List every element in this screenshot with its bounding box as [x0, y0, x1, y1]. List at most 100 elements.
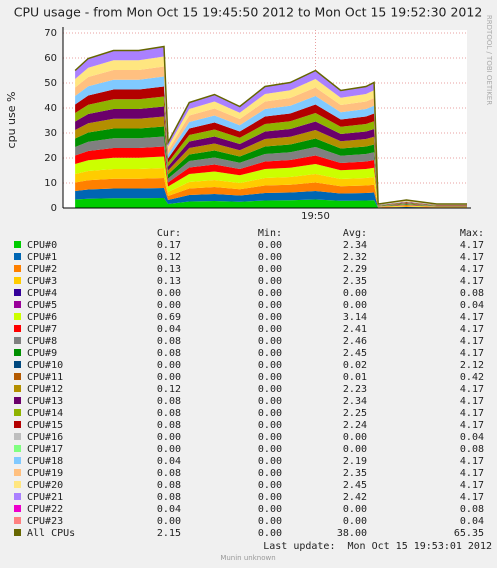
legend-value: 0.04	[460, 432, 484, 443]
legend-swatch	[14, 433, 21, 440]
legend-value: 0.02	[343, 360, 367, 371]
legend-swatch	[14, 361, 21, 368]
legend-label: CPU#7	[27, 324, 57, 335]
legend-value: 0.12	[157, 384, 181, 395]
legend-value: 4.17	[460, 348, 484, 359]
legend-value: 2.34	[343, 396, 367, 407]
legend-value: 2.19	[343, 456, 367, 467]
legend-label: CPU#15	[27, 420, 63, 431]
legend-value: 0.00	[258, 516, 282, 527]
legend-value: 4.17	[460, 312, 484, 323]
legend-label: CPU#13	[27, 396, 63, 407]
legend-label: CPU#2	[27, 264, 57, 275]
legend-swatch	[14, 493, 21, 500]
legend-value: 2.45	[343, 348, 367, 359]
legend-swatch	[14, 277, 21, 284]
legend-value: 0.04	[157, 456, 181, 467]
legend-value: 0.00	[258, 420, 282, 431]
legend-value: 2.12	[460, 360, 484, 371]
legend-label: CPU#11	[27, 372, 63, 383]
legend-value: 0.00	[343, 288, 367, 299]
legend-label: CPU#3	[27, 276, 57, 287]
legend-value: 0.00	[343, 516, 367, 527]
legend-value: 4.17	[460, 276, 484, 287]
legend-value: 0.00	[343, 504, 367, 515]
legend-value: 2.41	[343, 324, 367, 335]
legend-value: 2.46	[343, 336, 367, 347]
legend-swatch	[14, 313, 21, 320]
legend-value: 0.08	[157, 468, 181, 479]
legend-swatch	[14, 241, 21, 248]
area	[75, 168, 468, 208]
legend-swatch	[14, 289, 21, 296]
legend-header: Avg:	[343, 228, 367, 239]
legend-label: CPU#9	[27, 348, 57, 359]
watermark: RRDTOOL / TOBI OETIKER	[485, 15, 493, 105]
legend-swatch	[14, 265, 21, 272]
legend-value: 0.04	[157, 324, 181, 335]
legend-label: CPU#12	[27, 384, 63, 395]
legend-value: 4.17	[460, 384, 484, 395]
legend-value: 0.00	[258, 348, 282, 359]
legend-value: 0.00	[343, 444, 367, 455]
legend-swatch	[14, 337, 21, 344]
legend-value: 0.04	[460, 516, 484, 527]
legend-header: Min:	[258, 228, 282, 239]
legend-value: 0.08	[157, 396, 181, 407]
area	[75, 86, 468, 206]
legend-value: 0.00	[258, 276, 282, 287]
legend-swatch	[14, 469, 21, 476]
legend-value: 0.01	[343, 372, 367, 383]
legend-value: 4.17	[460, 420, 484, 431]
legend-value: 2.45	[343, 480, 367, 491]
y-tick-label: 60	[44, 53, 57, 64]
legend-value: 0.00	[343, 432, 367, 443]
legend-value: 4.17	[460, 492, 484, 503]
legend-swatch	[14, 301, 21, 308]
legend-label: CPU#16	[27, 432, 63, 443]
legend-value: 0.00	[343, 300, 367, 311]
legend-value: 0.04	[157, 504, 181, 515]
legend-value: 0.00	[258, 360, 282, 371]
legend-value: 0.00	[258, 504, 282, 515]
legend-value: 0.17	[157, 240, 181, 251]
legend-label: CPU#0	[27, 240, 57, 251]
legend-value: 0.00	[258, 456, 282, 467]
legend-value: 0.08	[157, 348, 181, 359]
legend-swatch	[14, 505, 21, 512]
legend-value: 2.15	[157, 528, 181, 539]
legend-swatch	[14, 517, 21, 524]
legend-value: 0.00	[258, 468, 282, 479]
legend-label: CPU#10	[27, 360, 63, 371]
legend-value: 0.00	[258, 396, 282, 407]
legend-label: CPU#5	[27, 300, 57, 311]
legend-value: 4.17	[460, 480, 484, 491]
legend-value: 0.08	[157, 480, 181, 491]
legend-header: Max:	[460, 228, 484, 239]
legend-value: 38.00	[337, 528, 367, 539]
area	[75, 156, 468, 207]
legend-value: 0.00	[258, 444, 282, 455]
legend-value: 2.24	[343, 420, 367, 431]
legend-value: 0.00	[258, 240, 282, 251]
legend-value: 0.00	[157, 372, 181, 383]
legend-value: 4.17	[460, 468, 484, 479]
legend-value: 0.00	[258, 336, 282, 347]
legend-value: 4.17	[460, 408, 484, 419]
y-tick-label: 40	[44, 103, 57, 114]
legend-label: CPU#6	[27, 312, 57, 323]
y-axis-label: cpu use %	[5, 92, 18, 149]
legend-value: 0.69	[157, 312, 181, 323]
area	[75, 46, 468, 205]
legend-value: 0.08	[157, 420, 181, 431]
legend-swatch	[14, 409, 21, 416]
credit: Munin unknown	[220, 554, 275, 562]
legend-value: 0.00	[157, 432, 181, 443]
y-tick-label: 70	[44, 28, 57, 39]
area	[75, 76, 468, 205]
legend-swatch	[14, 481, 21, 488]
legend-value: 0.00	[258, 372, 282, 383]
legend-value: 0.00	[258, 264, 282, 275]
legend-value: 65.35	[454, 528, 484, 539]
